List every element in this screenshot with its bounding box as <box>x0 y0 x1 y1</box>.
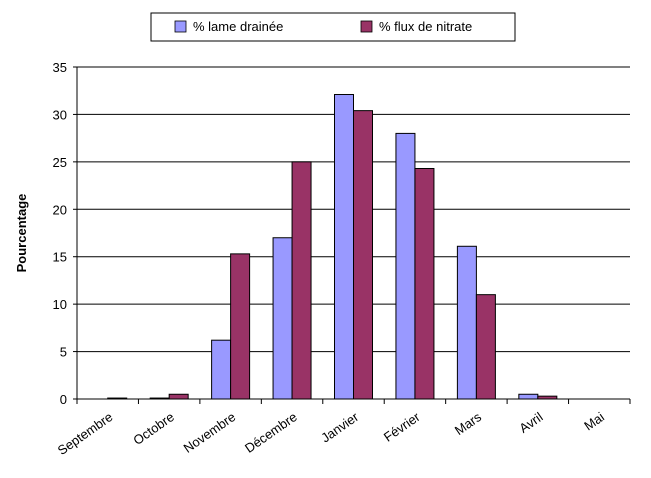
y-tick-label: 0 <box>60 392 67 407</box>
x-tick-labels: Septembre Octobre Novembre Décembre Janvier F… <box>55 409 607 458</box>
x-tick-label: Avril <box>516 409 545 436</box>
y-axis-label: Pourcentage <box>14 194 29 273</box>
bar-lame <box>334 94 354 400</box>
bars <box>107 94 558 400</box>
axes <box>73 66 631 404</box>
bar-nitrate <box>414 167 435 400</box>
legend-label-nitrate: % flux de nitrate <box>379 19 472 34</box>
y-tick-labels: 0 5 10 15 20 25 30 35 <box>53 60 67 407</box>
bar-lame <box>518 393 539 400</box>
y-tick-label: 25 <box>53 155 67 170</box>
y-tick-label: 5 <box>60 345 67 360</box>
y-tick-label: 20 <box>53 202 67 217</box>
bar-lame <box>395 132 416 400</box>
x-tick-label: Novembre <box>181 409 239 456</box>
bar-lame <box>272 237 293 400</box>
bar-nitrate <box>230 253 251 400</box>
x-tick-label: Mai <box>581 409 607 433</box>
bar-nitrate <box>168 393 189 400</box>
x-tick-label: Décembre <box>242 409 300 456</box>
bar-nitrate <box>353 110 373 400</box>
bar-lame <box>211 339 232 400</box>
bar-nitrate <box>475 294 496 400</box>
x-tick-label: Janvier <box>318 409 361 446</box>
x-tick-label: Octobre <box>130 409 176 448</box>
legend-box <box>150 12 516 42</box>
legend-label-lame: % lame drainée <box>193 19 283 34</box>
y-tick-label: 10 <box>53 297 67 312</box>
y-tick-label: 15 <box>53 250 67 265</box>
legend-swatch-nitrate <box>360 20 373 33</box>
bar-nitrate <box>291 161 312 400</box>
y-tick-label: 30 <box>53 107 67 122</box>
bar-lame <box>456 245 477 400</box>
legend-swatch-lame <box>174 20 187 33</box>
x-tick-label: Mars <box>452 409 485 438</box>
x-tick-label: Février <box>381 409 423 445</box>
legend: % lame drainée % flux de nitrate <box>150 12 516 42</box>
x-tick-label: Septembre <box>55 409 116 458</box>
y-tick-label: 35 <box>53 60 67 75</box>
